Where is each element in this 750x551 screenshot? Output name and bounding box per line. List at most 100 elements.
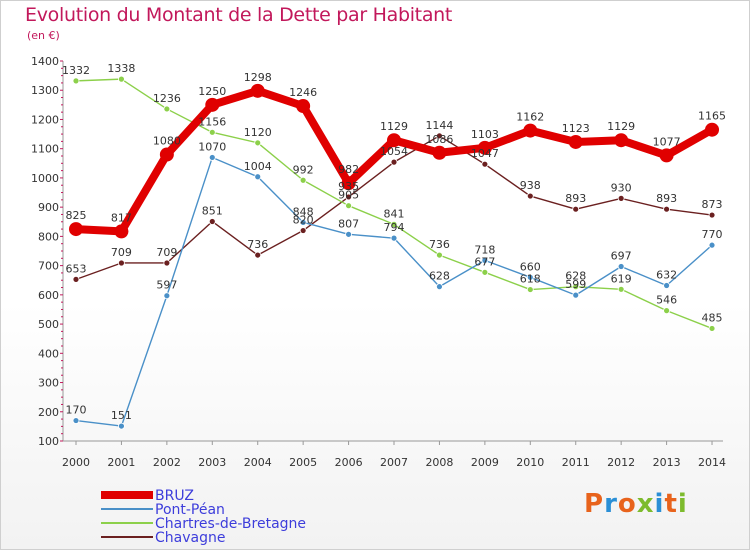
legend-label: BRUZ bbox=[155, 488, 194, 504]
x-tick-label: 2007 bbox=[380, 456, 408, 469]
y-tick-label: 200 bbox=[38, 406, 59, 419]
data-point bbox=[390, 234, 398, 242]
data-label: 930 bbox=[611, 181, 632, 194]
data-point bbox=[572, 205, 580, 213]
data-label: 935 bbox=[338, 180, 359, 193]
data-point bbox=[72, 77, 80, 85]
legend-label: Pont-Péan bbox=[155, 502, 225, 518]
data-point bbox=[72, 275, 80, 283]
data-point bbox=[299, 176, 307, 184]
data-point bbox=[254, 139, 262, 147]
x-tick-label: 2004 bbox=[244, 456, 272, 469]
data-point bbox=[436, 251, 443, 259]
data-point bbox=[708, 211, 716, 219]
data-label: 1236 bbox=[153, 92, 181, 105]
data-point bbox=[250, 83, 265, 98]
data-label: 1103 bbox=[471, 128, 499, 141]
data-label: 709 bbox=[156, 246, 177, 259]
y-tick-label: 800 bbox=[38, 230, 59, 243]
data-point bbox=[617, 263, 625, 270]
data-label: 938 bbox=[520, 179, 541, 192]
logo-letter: t bbox=[664, 489, 678, 519]
data-label: 807 bbox=[338, 217, 359, 230]
data-point bbox=[205, 97, 220, 112]
data-point bbox=[159, 147, 174, 162]
data-point bbox=[614, 133, 629, 148]
data-label: 1250 bbox=[198, 85, 226, 98]
data-point bbox=[208, 154, 216, 161]
data-label: 632 bbox=[656, 268, 677, 281]
y-tick-label: 500 bbox=[38, 318, 59, 331]
unit-label: (en €) bbox=[27, 29, 60, 42]
data-point bbox=[390, 220, 398, 228]
logo-letter: i bbox=[677, 489, 688, 519]
data-label: 1165 bbox=[698, 110, 726, 123]
data-point bbox=[163, 292, 171, 300]
data-label: 1086 bbox=[425, 133, 453, 146]
data-label: 1004 bbox=[244, 160, 272, 173]
data-point bbox=[526, 273, 534, 281]
data-point bbox=[708, 241, 716, 249]
data-point bbox=[118, 75, 125, 83]
data-label: 1080 bbox=[153, 135, 181, 148]
data-label: 825 bbox=[66, 209, 87, 222]
y-tick-label: 1200 bbox=[31, 113, 59, 126]
data-label: 618 bbox=[520, 273, 541, 286]
series-line bbox=[75, 156, 713, 427]
data-label: 628 bbox=[429, 270, 450, 283]
data-label: 1246 bbox=[289, 86, 317, 99]
data-label: 841 bbox=[384, 207, 405, 220]
y-tick-label: 1100 bbox=[31, 143, 59, 156]
data-label: 992 bbox=[293, 163, 314, 176]
data-label: 597 bbox=[156, 279, 177, 292]
data-point bbox=[617, 285, 625, 293]
data-point bbox=[345, 202, 352, 210]
data-label: 1162 bbox=[516, 111, 544, 124]
logo-letter: i bbox=[654, 489, 665, 519]
data-label: 1123 bbox=[562, 122, 590, 135]
x-tick-label: 2013 bbox=[653, 456, 681, 469]
data-point bbox=[208, 128, 216, 136]
x-tick-label: 2002 bbox=[153, 456, 181, 469]
data-label: 893 bbox=[565, 192, 586, 205]
data-point bbox=[341, 176, 356, 191]
data-label: 709 bbox=[111, 246, 132, 259]
data-point bbox=[617, 194, 625, 202]
data-label: 660 bbox=[520, 260, 541, 273]
data-point bbox=[526, 286, 534, 293]
data-label: 485 bbox=[702, 311, 723, 324]
data-label: 851 bbox=[202, 204, 223, 217]
y-tick-label: 700 bbox=[38, 260, 59, 273]
data-label: 1332 bbox=[62, 64, 90, 77]
data-point bbox=[659, 148, 674, 163]
data-point bbox=[477, 140, 492, 155]
data-point bbox=[163, 259, 171, 267]
data-label: 170 bbox=[66, 404, 87, 417]
data-point bbox=[663, 205, 670, 213]
data-label: 1338 bbox=[107, 62, 135, 75]
data-label: 817 bbox=[111, 211, 132, 224]
data-label: 1298 bbox=[244, 71, 272, 84]
data-point bbox=[432, 145, 447, 160]
x-tick-label: 2009 bbox=[471, 456, 499, 469]
data-label: 1129 bbox=[380, 120, 408, 133]
y-tick-label: 400 bbox=[38, 347, 59, 360]
data-point bbox=[663, 307, 670, 315]
data-point bbox=[118, 422, 125, 430]
data-label: 546 bbox=[656, 294, 677, 307]
logo-letter: r bbox=[604, 489, 618, 519]
data-point bbox=[296, 99, 311, 114]
data-label: 718 bbox=[474, 243, 495, 256]
logo-letter: o bbox=[617, 489, 637, 519]
data-point bbox=[345, 230, 352, 238]
data-label: 873 bbox=[702, 198, 723, 211]
data-label: 1144 bbox=[425, 119, 453, 132]
data-label: 1077 bbox=[653, 135, 681, 148]
data-point bbox=[572, 291, 580, 299]
legend-label: Chartres-de-Bretagne bbox=[155, 516, 306, 532]
data-point bbox=[568, 134, 583, 149]
data-point bbox=[705, 122, 720, 137]
data-point bbox=[481, 256, 489, 264]
legend-label: Chavagne bbox=[155, 530, 225, 546]
